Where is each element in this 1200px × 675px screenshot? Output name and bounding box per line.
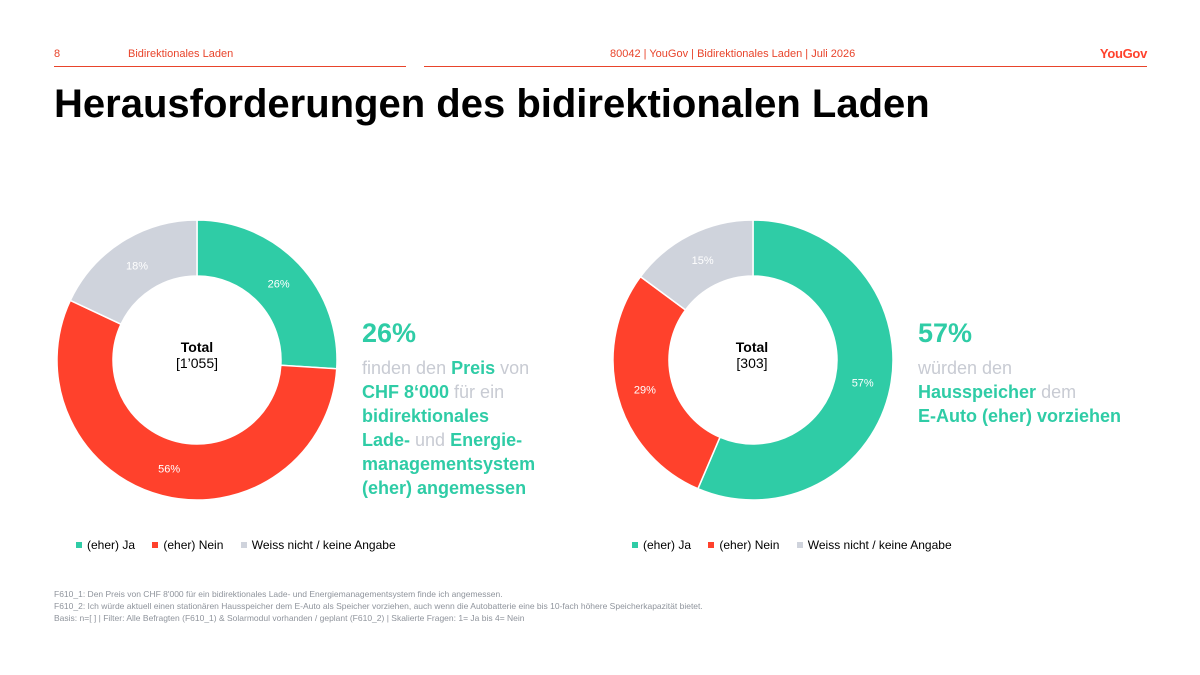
center-title: Total <box>180 339 214 355</box>
footnote: F610_2: Ich würde aktuell einen stationä… <box>54 601 703 611</box>
legend-swatch <box>240 541 247 548</box>
legend-label: (eher) Ja <box>643 538 692 552</box>
callout-text: E-Auto (eher) vorziehen <box>918 406 1122 426</box>
footnote: F610_1: Den Preis von CHF 8'000 für ein … <box>54 589 503 599</box>
donut-center-price: Total [1’055] <box>137 339 257 371</box>
callout-text: (eher) angemessen <box>362 478 527 498</box>
footnotes: F610_1: Den Preis von CHF 8'000 für ein … <box>54 588 703 624</box>
callout-text: Hausspeicher <box>918 382 1037 402</box>
legend-item-nein: (eher) Nein <box>152 538 223 552</box>
page-title: Herausforderungen des bidirektionalen La… <box>54 82 930 126</box>
callout-price: 26% finden den Preis von CHF 8‘000 für e… <box>362 318 535 500</box>
callout-text: Lade- <box>362 430 411 450</box>
data-label: 56% <box>158 463 180 475</box>
donut-svg-storage: 57% 29% 15% <box>612 219 894 501</box>
callout-price-percent: 26% <box>362 318 417 348</box>
header-left: 8 Bidirektionales Laden <box>54 48 406 67</box>
legend-price: (eher) Ja (eher) Nein Weiss nicht / kein… <box>76 538 410 552</box>
callout-text: managementsystem <box>362 454 536 474</box>
center-n: [303] <box>736 355 768 371</box>
header-meta: 80042 | YouGov | Bidirektionales Laden |… <box>610 48 856 60</box>
legend-label: Weiss nicht / keine Angabe <box>251 538 396 552</box>
legend-swatch <box>152 541 159 548</box>
donut-chart-storage: 57% 29% 15% <box>612 219 894 501</box>
legend-label: Weiss nicht / keine Angabe <box>807 538 952 552</box>
legend-label: (eher) Ja <box>87 538 136 552</box>
callout-text: würden den <box>918 358 1013 378</box>
data-label: 15% <box>692 255 714 267</box>
legend-label: (eher) Nein <box>719 538 780 552</box>
section-label: Bidirektionales Laden <box>128 48 234 60</box>
callout-text: und <box>410 430 451 450</box>
legend-item-ja: (eher) Ja <box>76 538 135 552</box>
callout-text: bidirektionales <box>362 406 490 426</box>
legend-swatch <box>796 541 803 548</box>
data-label: 18% <box>126 260 148 272</box>
callout-text: dem <box>1036 382 1077 402</box>
data-label: 57% <box>852 377 874 389</box>
header-right: 80042 | YouGov | Bidirektionales Laden |… <box>424 46 1147 67</box>
callout-storage-percent: 57% <box>918 318 973 348</box>
legend-swatch <box>76 541 82 548</box>
center-n: [1’055] <box>175 355 219 371</box>
callout-text: CHF 8‘000 <box>362 382 450 402</box>
slice-nein <box>56 299 338 501</box>
legend-label: (eher) Nein <box>163 538 224 552</box>
callout-text: Energie- <box>450 430 523 450</box>
legend-storage: (eher) Ja (eher) Nein Weiss nicht / kein… <box>632 538 966 552</box>
page-number: 8 <box>54 48 61 60</box>
donut-center-storage: Total [303] <box>692 339 812 371</box>
legend-swatch <box>632 541 638 548</box>
legend-item-weiss: Weiss nicht / keine Angabe <box>796 538 952 552</box>
callout-text: für ein <box>449 382 505 402</box>
legend-item-nein: (eher) Nein <box>708 538 779 552</box>
slice-ja <box>196 219 338 370</box>
legend-swatch <box>708 541 715 548</box>
callout-text: von <box>495 358 530 378</box>
donut-svg-price: 26% 56% 18% <box>56 219 338 501</box>
donut-chart-price: 26% 56% 18% <box>56 219 338 501</box>
slice-nein <box>612 275 721 490</box>
yougov-logo: YouGov <box>1099 46 1147 61</box>
slice-weiss <box>639 219 754 312</box>
legend-item-ja: (eher) Ja <box>632 538 691 552</box>
footnote: Basis: n=[ ] | Filter: Alle Befragten (F… <box>54 613 525 623</box>
center-title: Total <box>735 339 769 355</box>
data-label: 29% <box>634 384 656 396</box>
callout-storage: 57% würden den Hausspeicher dem E-Auto (… <box>918 318 1121 428</box>
data-label: 26% <box>268 278 290 290</box>
slice-ja <box>696 219 894 501</box>
callout-text: finden den <box>362 358 452 378</box>
legend-item-weiss: Weiss nicht / keine Angabe <box>240 538 396 552</box>
slice-weiss <box>69 219 198 326</box>
callout-text: Preis <box>451 358 496 378</box>
